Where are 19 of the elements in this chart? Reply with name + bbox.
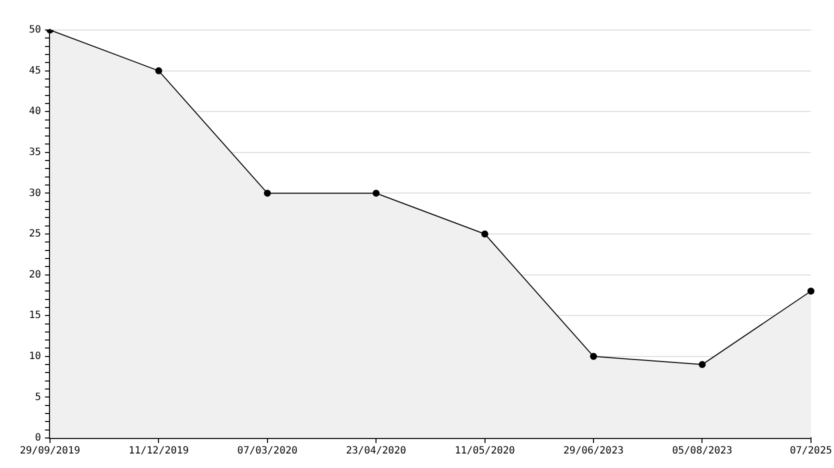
y-tick-label: 25	[28, 228, 41, 240]
x-tick-label: 11/05/2020	[454, 446, 515, 457]
y-tick-label: 35	[28, 146, 41, 158]
x-tick-label: 07/03/2020	[237, 446, 298, 457]
x-tick-label: 23/04/2020	[346, 446, 406, 457]
x-tick-label: 05/08/2023	[672, 446, 732, 457]
x-tick-label: 29/09/2019	[20, 446, 80, 457]
x-tick-label: 11/12/2019	[128, 446, 189, 457]
y-tick-label: 30	[28, 188, 41, 199]
y-tick-label: 40	[28, 106, 41, 118]
y-tick-label: 10	[28, 350, 41, 362]
y-tick-label: 5	[34, 392, 41, 403]
y-tick-label: 50	[28, 24, 41, 36]
y-tick-label: 45	[28, 65, 41, 76]
x-tick-label: 07/2025	[790, 446, 832, 457]
y-tick-label: 0	[34, 432, 41, 444]
y-tick-label: 15	[28, 310, 41, 322]
x-tick-label: 29/06/2023	[563, 446, 624, 457]
y-tick-label: 20	[28, 269, 41, 280]
